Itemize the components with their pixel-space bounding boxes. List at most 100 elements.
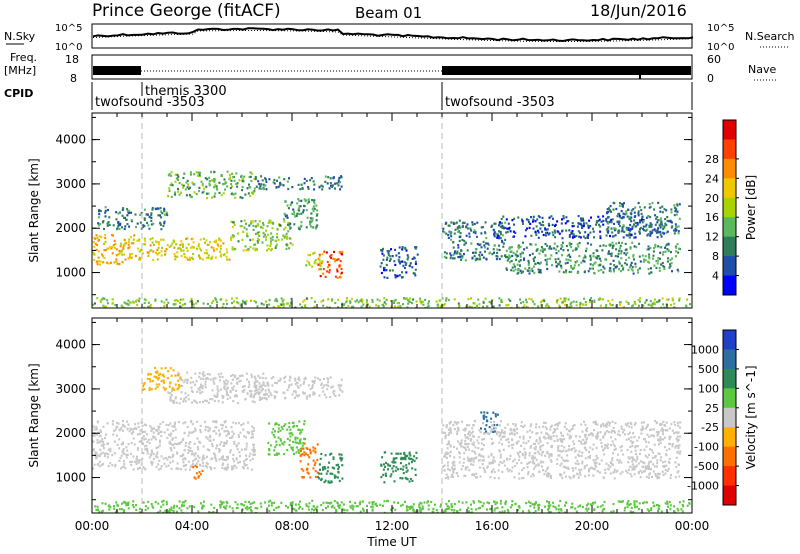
heatmap-cell bbox=[449, 428, 452, 431]
heatmap-cell bbox=[194, 427, 197, 430]
heatmap-cell bbox=[609, 205, 612, 208]
heatmap-cell bbox=[580, 442, 583, 445]
heatmap-cell bbox=[490, 454, 493, 457]
heatmap-cell bbox=[231, 297, 233, 300]
heatmap-cell bbox=[589, 433, 592, 436]
heatmap-cell bbox=[550, 475, 552, 478]
heatmap-cell bbox=[579, 471, 581, 474]
heatmap-cell bbox=[270, 232, 273, 235]
heatmap-cell bbox=[538, 438, 541, 441]
heatmap-cell bbox=[94, 237, 97, 240]
heatmap-cell bbox=[638, 242, 641, 245]
heatmap-cell bbox=[288, 247, 291, 250]
heatmap-cell bbox=[277, 427, 280, 430]
heatmap-cell bbox=[501, 470, 504, 474]
heatmap-cell bbox=[289, 502, 292, 505]
heatmap-cell bbox=[454, 222, 457, 225]
heatmap-cell bbox=[404, 246, 407, 249]
heatmap-cell bbox=[442, 465, 445, 468]
heatmap-cell bbox=[573, 443, 576, 446]
heatmap-cell bbox=[503, 432, 506, 435]
heatmap-cell bbox=[481, 253, 484, 256]
heatmap-cell bbox=[648, 257, 651, 260]
heatmap-cell bbox=[404, 458, 407, 461]
heatmap-cell bbox=[288, 177, 290, 180]
heatmap-cell bbox=[500, 420, 502, 423]
heatmap-cell bbox=[658, 452, 661, 455]
heatmap-cell bbox=[658, 269, 661, 272]
heatmap-cell bbox=[380, 271, 383, 275]
heatmap-cell bbox=[529, 425, 532, 428]
heatmap-cell bbox=[656, 459, 659, 462]
heatmap-cell bbox=[311, 226, 314, 229]
heatmap-cell bbox=[560, 431, 562, 434]
heatmap-cell bbox=[483, 469, 486, 472]
heatmap-cell bbox=[449, 257, 452, 260]
heatmap-cell bbox=[225, 299, 228, 302]
heatmap-cell bbox=[327, 176, 330, 179]
heatmap-cell bbox=[321, 188, 324, 191]
heatmap-cell bbox=[376, 504, 378, 507]
heatmap-cell bbox=[624, 262, 627, 265]
heatmap-cell bbox=[222, 302, 225, 306]
heatmap-cell bbox=[283, 380, 286, 384]
heatmap-cell bbox=[627, 227, 630, 230]
heatmap-cell bbox=[303, 420, 306, 423]
heatmap-cell bbox=[248, 507, 251, 510]
heatmap-cell bbox=[229, 451, 232, 454]
heatmap-cell bbox=[152, 250, 155, 253]
heatmap-cell bbox=[502, 226, 505, 229]
heatmap-cell bbox=[254, 175, 257, 179]
heatmap-cell bbox=[307, 198, 310, 201]
heatmap-cell bbox=[206, 377, 208, 380]
heatmap-cell bbox=[540, 223, 543, 226]
heatmap-cell bbox=[113, 239, 116, 242]
heatmap-cell bbox=[192, 252, 195, 256]
heatmap-cell bbox=[181, 304, 184, 307]
heatmap-cell bbox=[464, 466, 467, 469]
heatmap-cell bbox=[173, 303, 176, 306]
heatmap-cell bbox=[387, 251, 390, 254]
heatmap-cell bbox=[312, 467, 315, 470]
heatmap-cell bbox=[286, 180, 289, 183]
heatmap-cell bbox=[564, 303, 567, 306]
heatmap-cell bbox=[587, 226, 590, 229]
heatmap-cell bbox=[574, 261, 577, 264]
heatmap-cell bbox=[309, 223, 312, 226]
heatmap-cell bbox=[501, 429, 504, 432]
heatmap-cell bbox=[94, 453, 97, 456]
heatmap-cell bbox=[282, 443, 285, 446]
heatmap-cell bbox=[303, 177, 306, 180]
heatmap-cell bbox=[265, 235, 268, 239]
heatmap-cell bbox=[557, 449, 560, 452]
heatmap-cell bbox=[102, 220, 105, 223]
heatmap-cell bbox=[407, 457, 410, 460]
heatmap-cell bbox=[409, 300, 412, 304]
heatmap-cell bbox=[201, 384, 204, 388]
heatmap-cell bbox=[663, 225, 666, 228]
heatmap-cell bbox=[637, 299, 640, 302]
heatmap-cell bbox=[380, 262, 383, 265]
heatmap-cell bbox=[302, 211, 305, 214]
heatmap-cell bbox=[169, 422, 172, 425]
heatmap-cell bbox=[660, 429, 663, 432]
heatmap-cell bbox=[528, 454, 531, 457]
heatmap-cell bbox=[462, 428, 465, 431]
heatmap-cell bbox=[407, 300, 410, 303]
heatmap-cell bbox=[467, 459, 470, 462]
heatmap-cell bbox=[308, 456, 311, 459]
heatmap-cell bbox=[115, 434, 118, 437]
heatmap-cell bbox=[267, 221, 270, 225]
heatmap-cell bbox=[474, 257, 477, 260]
heatmap-cell bbox=[97, 256, 100, 259]
heatmap-cell bbox=[602, 435, 605, 438]
heatmap-cell bbox=[332, 184, 334, 187]
heatmap-cell bbox=[220, 388, 222, 391]
heatmap-cell bbox=[447, 428, 450, 431]
heatmap-cell bbox=[126, 449, 129, 452]
heatmap-cell bbox=[260, 183, 263, 186]
heatmap-cell bbox=[582, 225, 585, 228]
heatmap-cell bbox=[320, 478, 323, 482]
heatmap-cell bbox=[251, 400, 254, 403]
heatmap-cell bbox=[185, 464, 188, 467]
